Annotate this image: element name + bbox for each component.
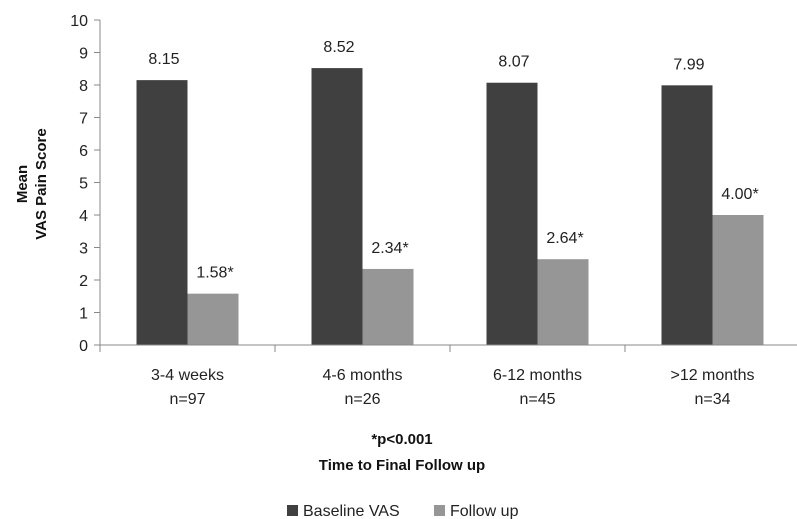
- bar-baseline: [311, 68, 363, 345]
- legend-swatch-followup: [434, 505, 445, 516]
- y-axis-ticks: 0 1 2 3 4 5 6 7 8 9 10: [70, 13, 100, 355]
- y-tick-label: 2: [79, 273, 88, 290]
- category-count: n=45: [519, 391, 555, 408]
- bar-baseline: [136, 80, 188, 345]
- bar-followup: [362, 268, 414, 345]
- x-axis-title: Time to Final Follow up: [319, 457, 485, 474]
- y-axis-title-line2: VAS Pain Score: [33, 128, 50, 239]
- y-tick-label: 7: [79, 111, 88, 128]
- data-label: 7.99: [673, 56, 704, 73]
- y-tick-label: 8: [79, 78, 88, 95]
- y-tick-label: 0: [79, 338, 88, 355]
- y-tick-label: 9: [79, 46, 88, 63]
- category-label: >12 months: [670, 367, 754, 384]
- legend-swatch-baseline: [287, 505, 298, 516]
- data-label: 2.64*: [546, 230, 583, 247]
- data-label: 8.52: [323, 39, 354, 56]
- data-label: 8.15: [148, 51, 179, 68]
- category-count: n=26: [344, 391, 380, 408]
- y-tick-label: 5: [79, 176, 88, 193]
- category-label: 3-4 weeks: [151, 367, 224, 384]
- y-tick-label: 6: [79, 143, 88, 160]
- legend: Baseline VAS Follow up: [287, 503, 519, 519]
- category-count: n=97: [169, 391, 205, 408]
- data-label: 8.07: [498, 54, 529, 71]
- x-axis-note: *p<0.001: [371, 431, 432, 448]
- bars: [136, 68, 764, 345]
- category-label: 6-12 months: [493, 367, 582, 384]
- bar-followup: [712, 215, 764, 345]
- data-labels: 8.15 1.58* 8.52 2.34* 8.07 2.64* 7.99 4.00*: [148, 39, 758, 282]
- legend-label-followup: Follow up: [450, 503, 519, 519]
- bar-baseline: [661, 85, 713, 345]
- data-label: 4.00*: [721, 186, 758, 203]
- y-tick-label: 10: [70, 13, 88, 30]
- y-tick-label: 4: [79, 208, 88, 225]
- y-axis-title-line1: Mean: [14, 165, 31, 203]
- category-label: 4-6 months: [322, 367, 402, 384]
- data-label: 2.34*: [371, 240, 408, 257]
- legend-label-baseline: Baseline VAS: [303, 503, 400, 519]
- bar-baseline: [486, 82, 538, 345]
- data-label: 1.58*: [196, 265, 233, 282]
- y-tick-label: 1: [79, 306, 88, 323]
- y-tick-label: 3: [79, 241, 88, 258]
- bar-followup: [537, 259, 589, 345]
- bar-followup: [187, 293, 239, 345]
- x-axis-categories: 3-4 weeks n=97 4-6 months n=26 6-12 months n=…: [151, 345, 755, 408]
- category-count: n=34: [694, 391, 730, 408]
